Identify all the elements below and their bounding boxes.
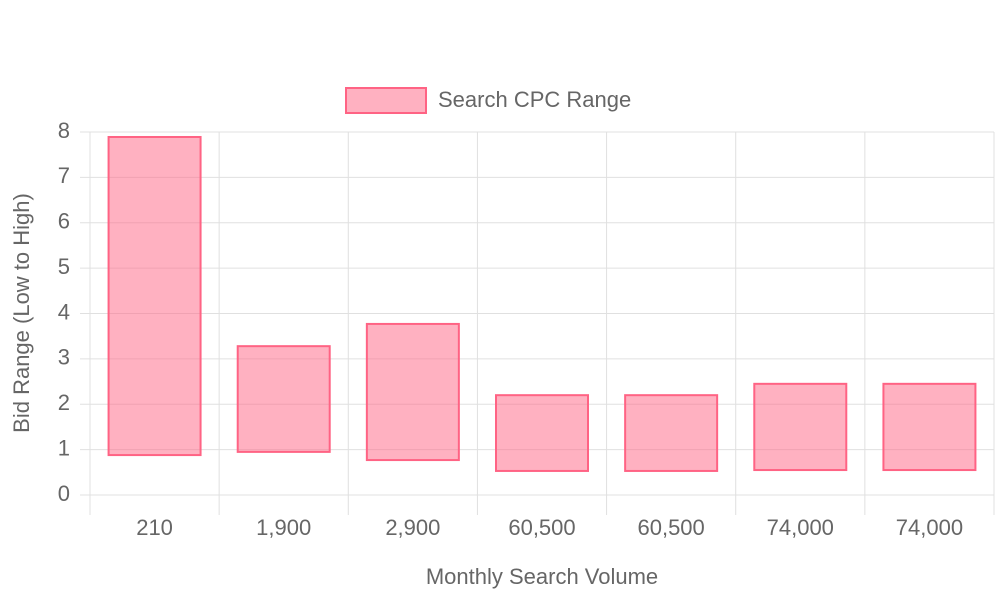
legend-label: Search CPC Range bbox=[438, 87, 631, 112]
bar bbox=[624, 394, 719, 472]
y-tick-label: 6 bbox=[58, 209, 70, 234]
bar bbox=[882, 382, 977, 472]
x-tick-label: 74,000 bbox=[896, 515, 963, 540]
y-tick-label: 7 bbox=[58, 163, 70, 188]
x-tick-label: 60,500 bbox=[637, 515, 704, 540]
bar bbox=[495, 394, 589, 472]
x-tick-label: 1,900 bbox=[256, 515, 311, 540]
x-tick-label: 210 bbox=[136, 515, 173, 540]
bar bbox=[236, 345, 331, 453]
x-tick-label: 60,500 bbox=[508, 515, 575, 540]
y-tick-label: 8 bbox=[58, 118, 70, 143]
x-tick-label: 2,900 bbox=[385, 515, 440, 540]
legend-swatch bbox=[345, 87, 427, 114]
y-tick-label: 1 bbox=[58, 435, 70, 460]
bar bbox=[753, 382, 848, 472]
bar bbox=[365, 322, 460, 462]
y-axis-label: Bid Range (Low to High) bbox=[9, 193, 34, 433]
bar bbox=[107, 135, 202, 457]
x-axis-label: Monthly Search Volume bbox=[426, 564, 658, 589]
x-tick-label: 74,000 bbox=[767, 515, 834, 540]
y-tick-label: 0 bbox=[58, 481, 70, 506]
y-tick-label: 2 bbox=[58, 390, 70, 415]
y-tick-label: 5 bbox=[58, 254, 70, 279]
y-tick-label: 4 bbox=[58, 299, 70, 324]
y-tick-label: 3 bbox=[58, 345, 70, 370]
